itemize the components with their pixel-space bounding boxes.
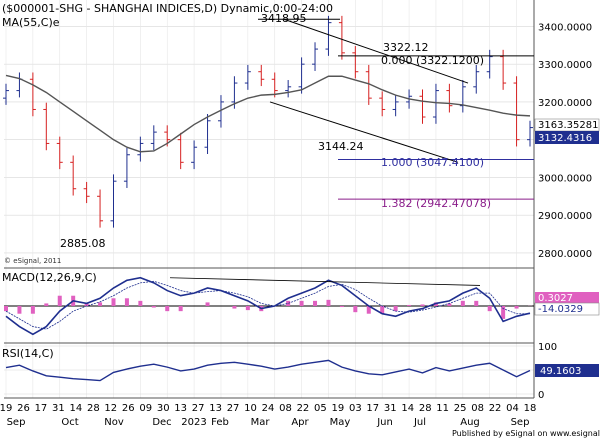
time-day-label: 12 bbox=[104, 403, 117, 414]
time-day-label: 28 bbox=[419, 403, 432, 414]
time-day-label: 27 bbox=[192, 403, 205, 414]
macd-histogram-value: 0.3027 bbox=[538, 293, 573, 304]
time-day-label: 08 bbox=[279, 403, 292, 414]
rsi-layer bbox=[5, 359, 531, 382]
time-month-label: Oct bbox=[61, 417, 78, 428]
time-month-label: Sep bbox=[7, 417, 26, 428]
time-day-label: 10 bbox=[244, 403, 257, 414]
time-month-label: 2023 bbox=[181, 417, 206, 428]
last-price-text: 3132.4316 bbox=[538, 133, 592, 144]
time-month-label: May bbox=[330, 417, 351, 428]
macd-trendline bbox=[169, 277, 481, 286]
time-day-label: 31 bbox=[384, 403, 397, 414]
time-day-label: 22 bbox=[297, 403, 310, 414]
price-tick-label: 3200.0000 bbox=[538, 98, 592, 109]
rsi-value-badge bbox=[535, 364, 599, 377]
rsi-title: RSI(14,C) bbox=[2, 347, 54, 360]
macd-layer bbox=[4, 276, 534, 336]
time-day-label: 13 bbox=[174, 403, 187, 414]
time-day-label: 28 bbox=[87, 403, 100, 414]
trendline-layer bbox=[258, 18, 469, 163]
time-day-label: 30 bbox=[157, 403, 170, 414]
macd-line-badge bbox=[534, 302, 600, 316]
price-tick-label: 3400.0000 bbox=[538, 22, 592, 33]
fib-0-label: 0.000 (3322.1200) bbox=[381, 54, 484, 67]
time-month-label: Mar bbox=[251, 417, 271, 428]
time-month-label: Jun bbox=[376, 417, 393, 428]
time-month-label: Sep bbox=[511, 417, 530, 428]
chart-title: ($000001-SHG - SHANGHAI INDICES,D) Dynam… bbox=[2, 2, 333, 15]
time-day-label: 17 bbox=[366, 403, 379, 414]
macd-signal-line bbox=[5, 280, 530, 330]
time-day-label: 03 bbox=[349, 403, 362, 414]
macd-line-value: -14.0329 bbox=[538, 304, 583, 315]
price-tick-label: 2900.0000 bbox=[538, 211, 592, 222]
time-day-label: 19 bbox=[331, 403, 344, 414]
time-month-label: Feb bbox=[211, 417, 229, 428]
publisher-credit: Published by eSignal on www.esignal.com bbox=[452, 429, 600, 438]
fib-1-label: 1.000 (3047.4100) bbox=[381, 156, 484, 169]
moving-average-line bbox=[5, 74, 531, 153]
time-day-label: 14 bbox=[69, 403, 82, 414]
rsi-value-text: 49.1603 bbox=[540, 366, 581, 377]
time-day-label: 08 bbox=[471, 403, 484, 414]
time-day-label: 11 bbox=[436, 403, 449, 414]
time-day-label: 26 bbox=[17, 403, 30, 414]
low-label: 2885.08 bbox=[60, 237, 106, 250]
rsi-line bbox=[5, 359, 531, 382]
time-day-label: 04 bbox=[506, 403, 519, 414]
price-series-layer bbox=[3, 15, 533, 228]
rsi-tick-label: 100 bbox=[538, 342, 557, 353]
time-day-label: 18 bbox=[524, 403, 537, 414]
time-day-label: 25 bbox=[454, 403, 467, 414]
ma-value-text: 3163.35281 bbox=[538, 120, 598, 131]
swing-low-label: 3144.24 bbox=[318, 140, 364, 153]
last-price-badge bbox=[535, 131, 599, 144]
time-day-label: 22 bbox=[489, 403, 502, 414]
macd-line bbox=[5, 276, 531, 336]
channel-lower-line bbox=[269, 101, 459, 163]
rsi-tick-label: 0 bbox=[538, 390, 544, 401]
fibonacci-layer bbox=[338, 55, 534, 200]
time-day-label: 13 bbox=[209, 403, 222, 414]
time-month-label: Jul bbox=[413, 417, 426, 428]
time-day-label: 31 bbox=[52, 403, 65, 414]
time-month-label: Apr bbox=[291, 417, 309, 428]
macd-title: MACD(12,26,9,C) bbox=[2, 271, 97, 284]
time-day-label: 05 bbox=[314, 403, 327, 414]
ma-legend: MA(55,C)e bbox=[2, 16, 60, 29]
time-month-label: Dec bbox=[152, 417, 171, 428]
time-day-label: 19 bbox=[0, 403, 12, 414]
price-tick-label: 3000.0000 bbox=[538, 173, 592, 184]
copyright-note: © eSignal, 2011 bbox=[4, 257, 61, 265]
peak-label: 3418.95 bbox=[261, 12, 307, 25]
time-day-label: 09 bbox=[139, 403, 152, 414]
time-day-label: 24 bbox=[262, 403, 275, 414]
swing-high-label: 3322.12 bbox=[383, 41, 429, 54]
macd-histogram-badge bbox=[535, 292, 599, 303]
time-day-label: 17 bbox=[35, 403, 48, 414]
time-day-label: 26 bbox=[122, 403, 135, 414]
price-tick-label: 3300.0000 bbox=[538, 60, 592, 71]
time-day-label: 27 bbox=[227, 403, 240, 414]
fib-1382-label: 1.382 (2942.47078) bbox=[381, 197, 491, 210]
channel-upper-line bbox=[283, 18, 469, 84]
time-day-label: 14 bbox=[401, 403, 414, 414]
time-month-label: Nov bbox=[104, 417, 124, 428]
price-tick-label: 2800.0000 bbox=[538, 249, 592, 260]
time-month-label: Aug bbox=[460, 417, 480, 428]
